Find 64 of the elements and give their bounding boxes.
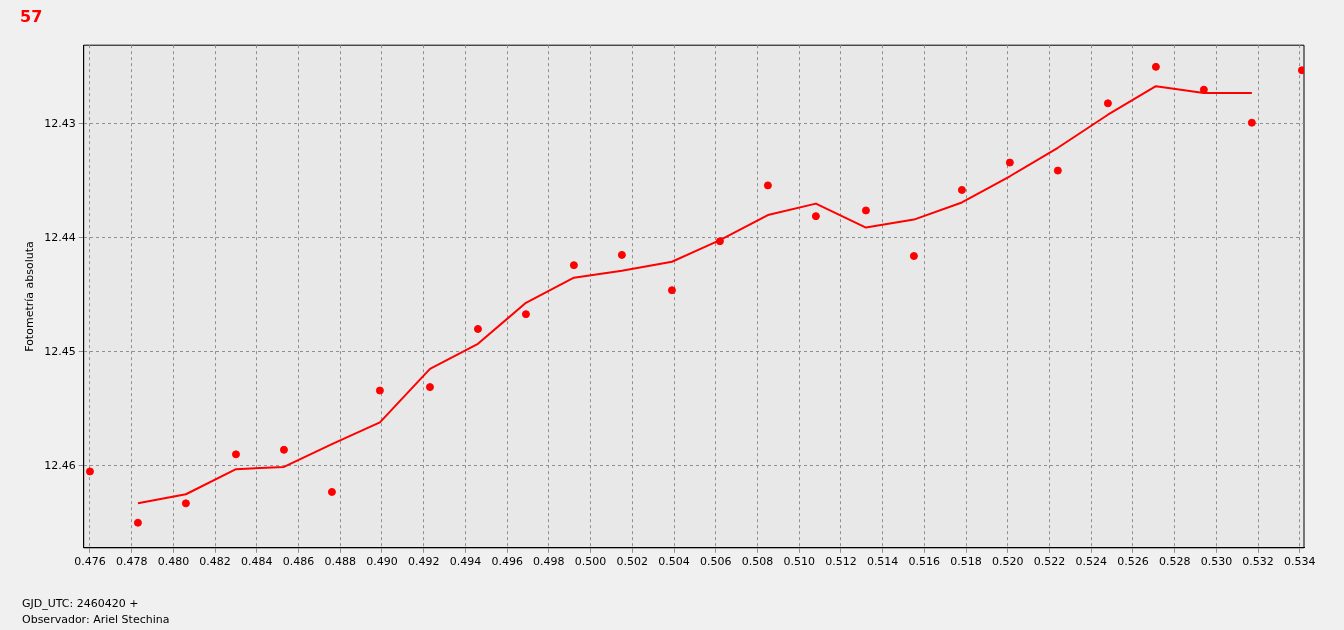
x-tick-label: 0.502: [616, 555, 649, 569]
point: [569, 261, 578, 270]
x-tick-label: 0.530: [1200, 555, 1233, 569]
point: [231, 450, 240, 459]
point: [861, 206, 870, 215]
point: [327, 487, 336, 496]
x-tick-label: 0.476: [74, 555, 106, 569]
text: Observador: Ariel Stechina: [22, 612, 170, 628]
point: [375, 386, 384, 395]
x-tick-label: 0.506: [700, 555, 732, 569]
x-tick-label: 0.498: [533, 555, 565, 569]
point: [181, 499, 190, 508]
x-tick-label: 0.512: [825, 555, 857, 569]
x-tick-label: 0.500: [574, 555, 607, 569]
x-tick-label: 0.514: [866, 555, 899, 569]
x-tick-label: 0.504: [658, 555, 690, 569]
point: [85, 467, 94, 476]
x-tick-label: 0.508: [741, 555, 774, 569]
point: [1297, 66, 1304, 75]
point: [1053, 166, 1062, 175]
point: [1151, 62, 1160, 71]
x-tick-label: 0.524: [1075, 555, 1107, 569]
y-tick-label: 12.43: [44, 116, 76, 130]
point: [521, 310, 530, 319]
point: [715, 237, 724, 246]
y-tick-label: 12.46: [44, 458, 76, 472]
x-tick-label: 0.496: [491, 555, 523, 569]
point: [1247, 118, 1256, 127]
x-tick-label: 0.494: [449, 555, 482, 569]
point: [473, 324, 482, 333]
x-tick-label: 0.492: [407, 555, 440, 569]
point: [617, 250, 626, 259]
chart-title: 57: [20, 6, 43, 26]
point: [909, 252, 918, 261]
x-tick-label: 0.510: [783, 555, 815, 569]
x-tick-label: 0.522: [1033, 555, 1066, 569]
point: [133, 518, 142, 527]
y-tick-label: 12.44: [44, 230, 76, 244]
x-tick-label: 0.488: [324, 555, 357, 569]
point: [667, 286, 676, 295]
x-tick-label: 0.520: [992, 555, 1024, 569]
point: [279, 445, 288, 454]
text: GJD_UTC: 2460420 +: [22, 596, 140, 612]
x-tick-label: 0.482: [199, 555, 231, 569]
point: [763, 181, 772, 190]
x-tick-label: 0.534: [1284, 555, 1316, 569]
x-tick-label: 0.478: [115, 555, 148, 569]
x-tick-label: 0.486: [282, 555, 315, 569]
point: [957, 185, 966, 194]
y-axis-title: Fotometría absoluta: [23, 241, 37, 352]
x-tick-label: 0.516: [908, 555, 941, 569]
point: [1005, 158, 1014, 167]
x-tick-label: 0.484: [241, 555, 273, 569]
x-tick-label: 0.528: [1158, 555, 1191, 569]
x-tick-label: 0.526: [1117, 555, 1149, 569]
x-tick-label: 0.490: [366, 555, 398, 569]
point: [1103, 99, 1112, 108]
point: [811, 212, 820, 221]
y-tick-label: 12.45: [44, 344, 76, 358]
point: [425, 383, 434, 392]
x-tick-label: 0.518: [950, 555, 982, 569]
point: [1199, 85, 1208, 94]
x-tick-label: 0.532: [1242, 555, 1274, 569]
x-tick-label: 0.480: [157, 555, 190, 569]
